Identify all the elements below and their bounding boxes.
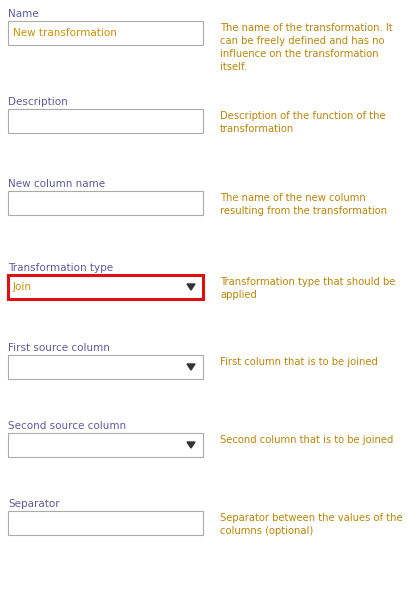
FancyBboxPatch shape: [8, 21, 202, 45]
Text: Second column that is to be joined: Second column that is to be joined: [220, 435, 392, 445]
Text: Name: Name: [8, 9, 38, 19]
Text: resulting from the transformation: resulting from the transformation: [220, 206, 386, 216]
Text: Separator: Separator: [8, 499, 59, 509]
Text: transformation: transformation: [220, 124, 294, 134]
Polygon shape: [187, 364, 195, 370]
Text: Description of the function of the: Description of the function of the: [220, 111, 385, 121]
Text: New column name: New column name: [8, 179, 105, 189]
FancyBboxPatch shape: [8, 433, 202, 457]
Text: First source column: First source column: [8, 343, 110, 353]
Text: Transformation type: Transformation type: [8, 263, 113, 273]
Text: Separator between the values of the: Separator between the values of the: [220, 513, 402, 523]
FancyBboxPatch shape: [8, 191, 202, 215]
Text: columns (optional): columns (optional): [220, 526, 312, 536]
FancyBboxPatch shape: [8, 275, 202, 299]
FancyBboxPatch shape: [8, 511, 202, 535]
Text: itself.: itself.: [220, 62, 247, 72]
Text: influence on the transformation: influence on the transformation: [220, 49, 378, 59]
Text: applied: applied: [220, 290, 256, 300]
Text: New transformation: New transformation: [13, 28, 117, 38]
Polygon shape: [187, 284, 195, 290]
Polygon shape: [187, 442, 195, 448]
Text: Join: Join: [13, 282, 32, 292]
FancyBboxPatch shape: [8, 355, 202, 379]
Text: can be freely defined and has no: can be freely defined and has no: [220, 36, 384, 46]
Text: First column that is to be joined: First column that is to be joined: [220, 357, 377, 367]
Text: Description: Description: [8, 97, 67, 107]
FancyBboxPatch shape: [8, 109, 202, 133]
Text: Transformation type that should be: Transformation type that should be: [220, 277, 394, 287]
Text: The name of the transformation. It: The name of the transformation. It: [220, 23, 392, 33]
Text: Second source column: Second source column: [8, 421, 126, 431]
Text: The name of the new column: The name of the new column: [220, 193, 365, 203]
